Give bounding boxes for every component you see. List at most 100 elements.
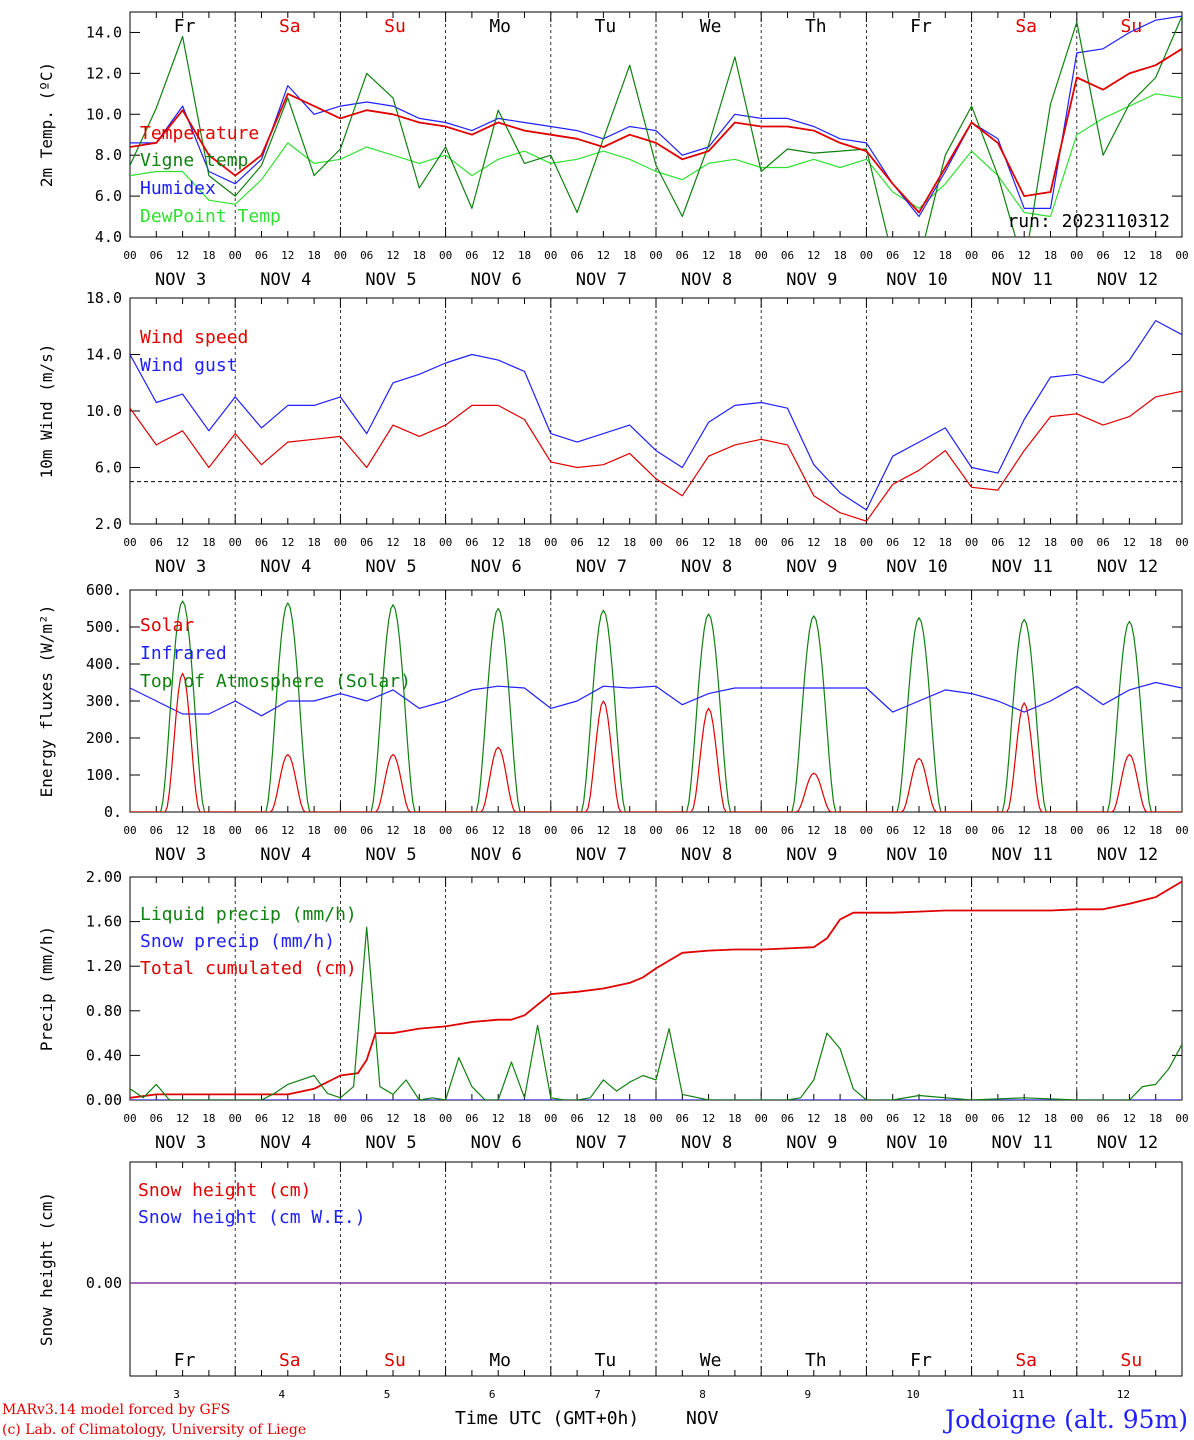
x-hour-label: 06 — [465, 536, 478, 549]
y-tick-label: 0.80 — [86, 1002, 122, 1020]
x-hour-label: 12 — [386, 536, 399, 549]
x-day-label: NOV 12 — [1097, 270, 1158, 290]
day-name-label: We — [700, 16, 722, 37]
x-day-label: NOV 9 — [786, 557, 837, 577]
x-day-label: NOV 6 — [471, 845, 522, 865]
x-hour-label: 00 — [860, 1112, 873, 1125]
legend-snow-height-cm-w-e: Snow height (cm W.E.) — [138, 1207, 366, 1228]
x-hour-label: 18 — [307, 1112, 320, 1125]
x-hour-label: 12 — [912, 824, 925, 837]
x-day-label: NOV 10 — [886, 270, 947, 290]
x-hour-label: 12 — [702, 536, 715, 549]
x-day-label: NOV 9 — [786, 270, 837, 290]
x-hour-label: 18 — [1149, 536, 1162, 549]
y-tick-label: 12.0 — [86, 64, 122, 82]
x-hour-label: 06 — [991, 1112, 1004, 1125]
x-hour-label: 06 — [465, 249, 478, 262]
x-hour-label: 12 — [492, 824, 505, 837]
x-day-label: NOV 7 — [576, 557, 627, 577]
x-hour-label: 06 — [360, 1112, 373, 1125]
y-tick-label: 6.0 — [95, 187, 122, 205]
y-tick-label: 0.40 — [86, 1046, 122, 1064]
x-hour-label: 18 — [518, 1112, 531, 1125]
day-number-label: 9 — [804, 1388, 811, 1401]
x-hour-label: 18 — [307, 824, 320, 837]
plot-frame — [129, 11, 1183, 238]
x-hour-label: 00 — [1070, 824, 1083, 837]
x-hour-label: 06 — [150, 1112, 163, 1125]
footer: MARv3.14 model forced by GFS (c) Lab. of… — [2, 1402, 1188, 1438]
x-hour-label: 06 — [255, 824, 268, 837]
x-hour-label: 06 — [360, 536, 373, 549]
x-hour-label: 06 — [570, 1112, 583, 1125]
series-group — [130, 600, 1182, 812]
x-hour-label: 12 — [492, 1112, 505, 1125]
y-tick-label: 2.00 — [86, 868, 122, 886]
x-day-label: NOV 8 — [681, 557, 732, 577]
day-name-label: Tu — [595, 16, 617, 37]
x-day-label: NOV 6 — [471, 270, 522, 290]
series-line-wind-speed — [130, 390, 1182, 522]
x-day-label: NOV 8 — [681, 845, 732, 865]
day-number-label: 5 — [384, 1388, 391, 1401]
legend-snow-precip-mm-h: Snow precip (mm/h) — [140, 931, 335, 952]
x-hour-label: 00 — [860, 824, 873, 837]
x-day-label: NOV 6 — [471, 557, 522, 577]
day-name-label: Fr — [910, 16, 932, 37]
x-day-label: NOV 9 — [786, 1133, 837, 1153]
x-hour-label: 06 — [255, 1112, 268, 1125]
x-axis-label: Time UTC (GMT+0h) — [455, 1408, 639, 1429]
x-hour-label: 18 — [413, 1112, 426, 1125]
x-hour-label: 00 — [965, 1112, 978, 1125]
legend-vigne-temp: Vigne temp — [140, 150, 248, 171]
x-hour-label: 00 — [229, 536, 242, 549]
x-hour-label: 18 — [202, 1112, 215, 1125]
x-hour-label: 06 — [1096, 1112, 1109, 1125]
x-hour-label: 12 — [386, 1112, 399, 1125]
day-name-label: Sa — [1015, 16, 1037, 37]
legend-dewpoint-temp: DewPoint Temp — [140, 206, 281, 227]
x-hour-label: 18 — [1044, 249, 1057, 262]
panel-2: 2.0 6.0 10.0 14.0 18.0 10m Wind (m/s) 00 06 12 18… — [37, 289, 1189, 577]
x-hour-label: 12 — [281, 536, 294, 549]
x-hour-label: 18 — [413, 249, 426, 262]
series-group — [130, 880, 1182, 1100]
x-hour-label: 18 — [307, 536, 320, 549]
series-line-temperature — [130, 48, 1182, 214]
day-number-label: 4 — [278, 1388, 285, 1401]
series-line-infrared — [130, 681, 1182, 717]
y-tick-label: 2.0 — [95, 515, 122, 533]
day-name-label: Sa — [279, 16, 301, 37]
day-name-label: Mo — [489, 1350, 511, 1371]
x-hour-label: 18 — [833, 536, 846, 549]
x-hour-label: 18 — [939, 1112, 952, 1125]
x-hour-label: 12 — [1018, 1112, 1031, 1125]
x-hour-label: 00 — [1175, 249, 1188, 262]
day-name-label: Fr — [174, 1350, 196, 1371]
y-tick-label: 4.0 — [95, 228, 122, 246]
x-hour-label: 06 — [886, 249, 899, 262]
x-hour-label: 12 — [1123, 824, 1136, 837]
x-hour-label: 12 — [1018, 249, 1031, 262]
y-tick-label: 8.0 — [95, 146, 122, 164]
x-day-label: NOV 10 — [886, 1133, 947, 1153]
day-number-label: 8 — [699, 1388, 706, 1401]
x-hour-label: 00 — [229, 824, 242, 837]
x-hour-label: 00 — [334, 824, 347, 837]
x-hour-label: 12 — [492, 536, 505, 549]
x-hour-label: 06 — [676, 249, 689, 262]
x-hour-label: 06 — [991, 536, 1004, 549]
x-hour-label: 12 — [807, 536, 820, 549]
x-hour-label: 18 — [1149, 1112, 1162, 1125]
x-hour-label: 00 — [649, 824, 662, 837]
day-name-label: Th — [805, 1350, 827, 1371]
x-hour-label: 18 — [623, 1112, 636, 1125]
y-tick-label: 0. — [104, 803, 122, 821]
x-hour-label: 18 — [833, 824, 846, 837]
x-day-label: NOV 7 — [576, 270, 627, 290]
x-hour-label: 00 — [860, 249, 873, 262]
x-hour-label: 12 — [597, 249, 610, 262]
legend-wind-speed: Wind speed — [140, 327, 248, 348]
x-hour-label: 18 — [1044, 536, 1057, 549]
x-day-label: NOV 12 — [1097, 557, 1158, 577]
